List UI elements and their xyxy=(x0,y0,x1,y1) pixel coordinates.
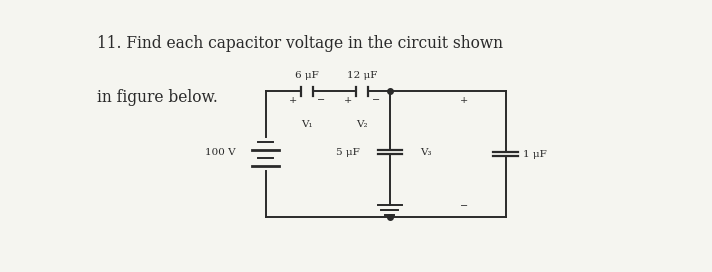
Text: 6 μF: 6 μF xyxy=(295,71,319,80)
Text: 100 V: 100 V xyxy=(204,147,235,156)
Text: in figure below.: in figure below. xyxy=(98,89,218,106)
Text: −: − xyxy=(317,96,325,105)
Text: −: − xyxy=(460,202,468,211)
Text: 5 μF: 5 μF xyxy=(335,147,360,156)
Text: V₃: V₃ xyxy=(420,147,431,156)
Text: 12 μF: 12 μF xyxy=(347,71,377,80)
Text: −: − xyxy=(372,96,380,105)
Text: +: + xyxy=(460,96,468,105)
Text: V₂: V₂ xyxy=(356,120,368,129)
Text: V₁: V₁ xyxy=(301,120,313,129)
Text: 11. Find each capacitor voltage in the circuit shown: 11. Find each capacitor voltage in the c… xyxy=(98,35,503,52)
Text: +: + xyxy=(344,96,352,105)
Text: 1 μF: 1 μF xyxy=(523,150,547,159)
Text: +: + xyxy=(289,96,298,105)
